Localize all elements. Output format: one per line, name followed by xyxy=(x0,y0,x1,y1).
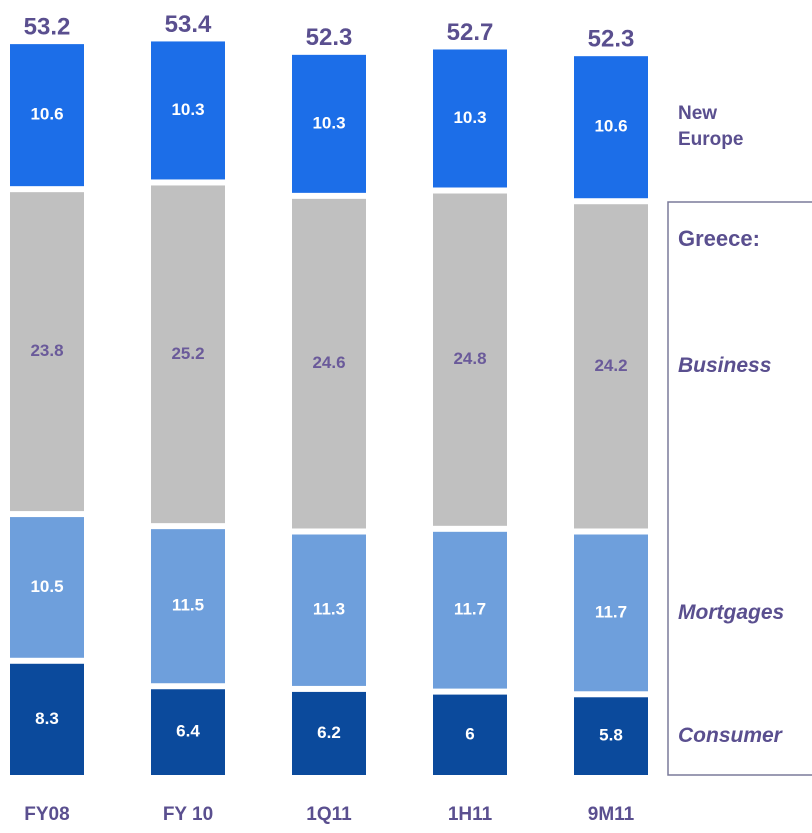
value-label: 10.6 xyxy=(594,117,627,136)
total-label: 52.3 xyxy=(588,26,635,53)
bar-segment xyxy=(151,41,225,180)
value-label: 11.7 xyxy=(595,602,627,621)
legend-label: Business xyxy=(678,354,772,378)
value-label: 24.8 xyxy=(453,349,486,368)
legend-label: New Europe xyxy=(678,103,744,151)
bar-segment xyxy=(433,531,507,689)
value-label: 24.2 xyxy=(594,356,627,375)
bar-segment xyxy=(151,529,225,684)
bar-segment xyxy=(10,192,84,512)
group-label: Greece: xyxy=(678,226,760,251)
value-label: 11.3 xyxy=(313,600,345,619)
bar-segment xyxy=(292,198,366,529)
bar-segment xyxy=(574,204,648,529)
total-label: 53.4 xyxy=(165,11,212,38)
x-tick-label: 9M11 xyxy=(588,804,635,825)
value-label: 10.3 xyxy=(171,100,204,119)
x-tick-label: FY 10 xyxy=(163,804,213,825)
value-label: 5.8 xyxy=(599,726,623,745)
value-label: 10.5 xyxy=(30,577,63,596)
legend-label: Consumer xyxy=(678,724,782,748)
bar-segment xyxy=(574,697,648,775)
value-label: 11.5 xyxy=(172,596,204,615)
value-label: 23.8 xyxy=(30,341,63,360)
bar-segment xyxy=(10,44,84,187)
total-label: 53.2 xyxy=(24,13,71,40)
value-label: 25.2 xyxy=(171,344,204,363)
value-label: 11.7 xyxy=(454,600,486,619)
value-label: 6.2 xyxy=(317,723,341,742)
bar-segment xyxy=(574,56,648,199)
bar-segment xyxy=(10,517,84,658)
value-label: 6.4 xyxy=(176,722,200,741)
total-label: 52.7 xyxy=(447,19,494,46)
bar-segment xyxy=(433,694,507,775)
x-tick-label: FY08 xyxy=(24,804,69,825)
total-label: 52.3 xyxy=(306,24,353,51)
bar-segment xyxy=(10,663,84,775)
x-tick-label: 1Q11 xyxy=(306,804,352,825)
bar-segment xyxy=(433,193,507,526)
bar-segment xyxy=(292,691,366,775)
bar-segment xyxy=(151,689,225,775)
bar-segment xyxy=(151,185,225,524)
bar-segment xyxy=(292,534,366,686)
value-label: 10.3 xyxy=(312,113,345,132)
bar-segment xyxy=(433,49,507,188)
legend-label: Mortgages xyxy=(678,600,785,624)
value-label: 8.3 xyxy=(35,709,59,728)
x-tick-label: 1H11 xyxy=(448,804,493,825)
value-label: 6 xyxy=(465,724,474,743)
group-bracket xyxy=(667,201,812,776)
bar-segment xyxy=(292,54,366,193)
value-label: 10.6 xyxy=(30,105,63,124)
bar-segment xyxy=(574,534,648,692)
value-label: 10.3 xyxy=(453,108,486,127)
value-label: 24.6 xyxy=(312,353,345,372)
